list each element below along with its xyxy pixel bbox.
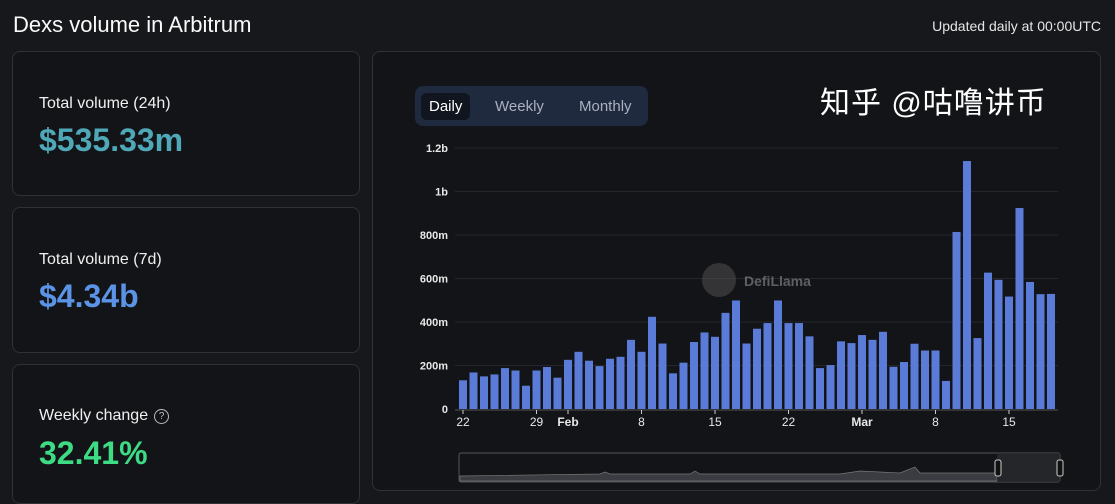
volume-bar[interactable] — [931, 350, 940, 409]
volume-bar[interactable] — [574, 351, 583, 409]
tab-daily[interactable]: Daily — [421, 93, 471, 120]
x-tick-label: Mar — [851, 415, 873, 429]
volume-bar[interactable] — [837, 341, 845, 409]
volume-bar[interactable] — [522, 385, 530, 409]
stat-card-weekly-change: Weekly change? 32.41% — [12, 364, 360, 504]
question-circle-icon[interactable]: ? — [154, 409, 170, 424]
period-tabs: Daily Weekly Monthly — [415, 86, 648, 126]
tab-monthly[interactable]: Monthly — [579, 98, 632, 115]
zhihu-watermark: 知乎 @咕噜讲币 — [820, 87, 1047, 120]
volume-bar[interactable] — [900, 362, 908, 409]
volume-bar[interactable] — [921, 350, 929, 409]
volume-bar[interactable] — [753, 328, 761, 409]
x-tick-label: Feb — [557, 415, 578, 429]
stat-value: $535.33m — [39, 122, 184, 158]
defillama-logo-icon — [702, 263, 736, 297]
volume-bar[interactable] — [732, 300, 740, 409]
page-title: Dexs volume in Arbitrum — [13, 12, 252, 37]
y-tick-label: 200m — [420, 361, 448, 373]
volume-bar[interactable] — [490, 374, 499, 409]
volume-bar[interactable] — [910, 343, 919, 409]
volume-bar[interactable] — [469, 372, 478, 409]
stat-value: $4.34b — [39, 278, 139, 314]
volume-bar[interactable] — [658, 343, 667, 409]
volume-bar[interactable] — [679, 362, 688, 409]
y-tick-label: 800m — [420, 230, 448, 242]
volume-bar[interactable] — [952, 231, 961, 409]
volume-bar[interactable] — [763, 323, 772, 409]
volume-bar[interactable] — [942, 380, 950, 409]
volume-bar[interactable] — [795, 323, 803, 409]
volume-bar[interactable] — [690, 342, 698, 409]
volume-bar[interactable] — [1015, 208, 1024, 409]
volume-bar[interactable] — [616, 356, 625, 409]
volume-bar[interactable] — [1026, 281, 1034, 409]
x-tick-label: 15 — [1002, 415, 1016, 429]
stat-label: Weekly change — [39, 407, 149, 424]
volume-bar[interactable] — [1036, 294, 1045, 409]
volume-bar[interactable] — [1047, 293, 1055, 409]
volume-bar[interactable] — [480, 376, 488, 409]
defillama-watermark: DefiLlama — [702, 263, 811, 297]
y-tick-label: 600m — [420, 274, 448, 286]
volume-bar[interactable] — [816, 368, 824, 409]
brush-handle-left[interactable] — [994, 459, 1002, 477]
volume-bar[interactable] — [826, 365, 835, 409]
x-tick-label: 22 — [456, 415, 470, 429]
volume-bar[interactable] — [532, 370, 541, 409]
volume-bar[interactable] — [543, 367, 551, 409]
volume-bar[interactable] — [984, 272, 992, 409]
volume-bar[interactable] — [459, 380, 467, 409]
volume-bar[interactable] — [774, 300, 782, 409]
stat-value: 32.41% — [39, 435, 148, 471]
x-tick-label: 15 — [708, 415, 722, 429]
volume-bar[interactable] — [511, 370, 520, 409]
brush-handle-right[interactable] — [1056, 459, 1064, 477]
x-tick-label: 8 — [932, 415, 939, 429]
volume-bar[interactable] — [1005, 296, 1013, 409]
update-info: Updated daily at 00:00UTC — [932, 18, 1101, 34]
y-tick-label: 400m — [420, 317, 448, 329]
volume-bar[interactable] — [742, 343, 751, 409]
volume-bar[interactable] — [553, 377, 562, 409]
volume-bar[interactable] — [595, 366, 604, 409]
volume-bar[interactable] — [637, 351, 646, 409]
volume-bar[interactable] — [868, 339, 877, 409]
volume-bar[interactable] — [963, 161, 971, 409]
stat-label: Total volume (7d) — [39, 251, 162, 268]
chart-panel: Daily Weekly Monthly — [372, 51, 1101, 491]
volume-bar[interactable] — [784, 323, 793, 409]
y-tick-label: 0 — [442, 404, 448, 416]
volume-bar[interactable] — [847, 343, 856, 409]
range-brush[interactable] — [458, 452, 1064, 483]
volume-bar[interactable] — [585, 360, 593, 409]
stat-label: Total volume (24h) — [39, 95, 171, 112]
volume-bar[interactable] — [879, 331, 887, 409]
volume-bar[interactable] — [606, 358, 614, 409]
volume-bar[interactable] — [669, 373, 677, 409]
volume-bar[interactable] — [889, 366, 898, 409]
volume-bar[interactable] — [994, 279, 1003, 409]
volume-bar[interactable] — [700, 332, 709, 409]
volume-bar[interactable] — [721, 312, 730, 409]
volume-bar[interactable] — [973, 338, 982, 409]
stat-card-7d: Total volume (7d) $4.34b — [12, 207, 360, 353]
volume-bar[interactable] — [858, 335, 866, 409]
volume-bar[interactable] — [648, 316, 656, 409]
tab-weekly[interactable]: Weekly — [495, 98, 544, 115]
x-tick-label: 22 — [782, 415, 796, 429]
volume-bar[interactable] — [564, 359, 572, 409]
x-tick-label: 29 — [530, 415, 544, 429]
volume-bar[interactable] — [711, 336, 719, 409]
volume-bar[interactable] — [501, 368, 509, 409]
defillama-text: DefiLlama — [744, 273, 811, 289]
volume-bar-chart: 0 200m 400m 600m 800m 1b 1.2b 22 29 Feb 8 15 22 Mar 8 1… — [420, 143, 1064, 483]
volume-bar[interactable] — [627, 339, 635, 409]
y-tick-label: 1.2b — [426, 143, 448, 155]
y-tick-label: 1b — [435, 187, 448, 199]
stat-card-24h: Total volume (24h) $535.33m — [12, 51, 360, 196]
volume-bar[interactable] — [805, 336, 814, 409]
x-tick-label: 8 — [638, 415, 645, 429]
